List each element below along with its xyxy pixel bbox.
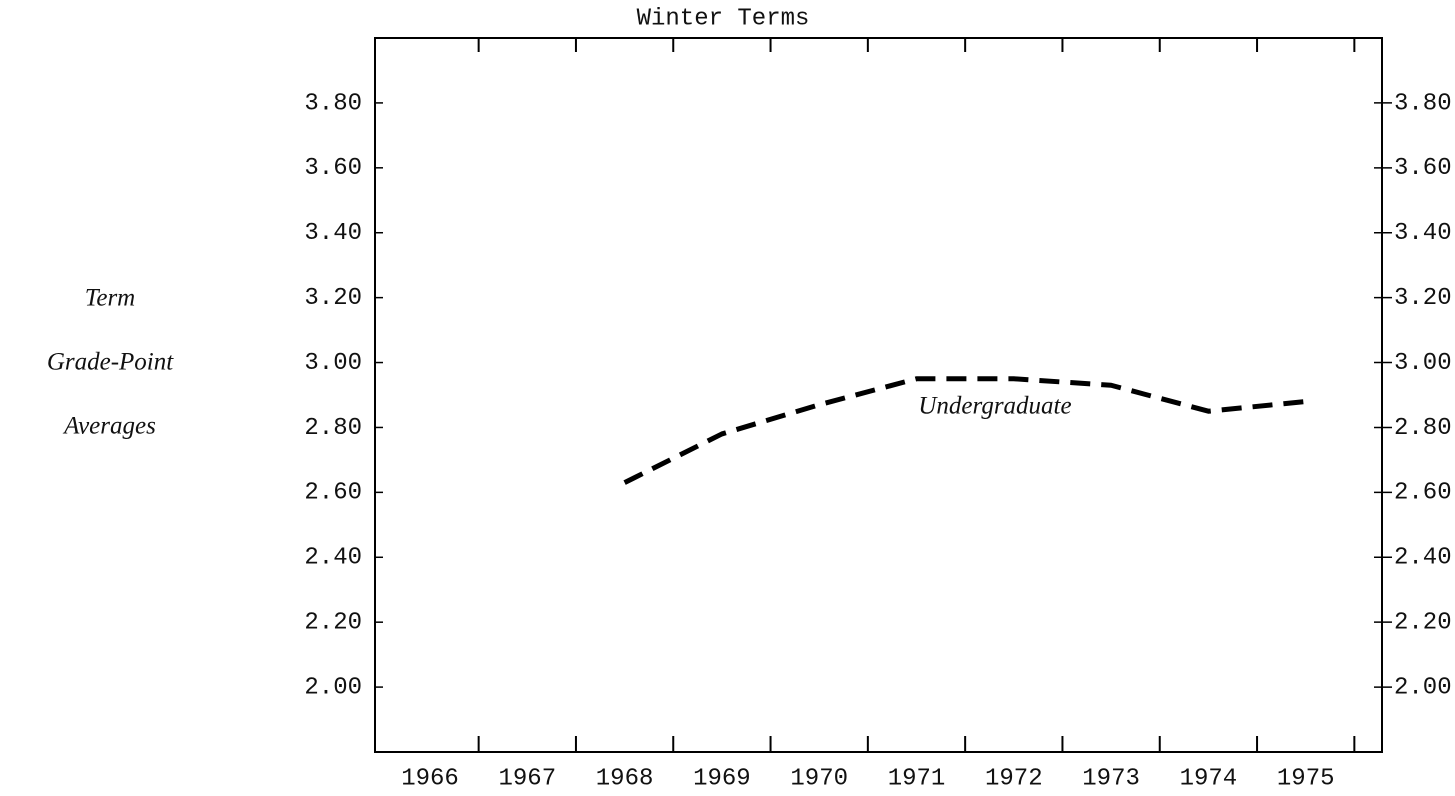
x-tick-label: 1975	[1277, 765, 1335, 792]
y-tick-label: 3.20	[304, 285, 362, 312]
data-line	[623, 376, 1306, 485]
y2-tick-label: 3.20	[1394, 285, 1452, 312]
x-tick-label: 1973	[1082, 765, 1140, 792]
y2-tick-label: 2.20	[1394, 610, 1452, 637]
y-axis-label: Grade-Point	[47, 349, 174, 376]
y-tick-label: 3.60	[304, 155, 362, 182]
x-tick-label: 1969	[693, 765, 751, 792]
x-tick-label: 1968	[596, 765, 654, 792]
x-tick-label: 1970	[790, 765, 848, 792]
y-tick-label: 3.80	[304, 90, 362, 117]
y-tick-label: 2.40	[304, 545, 362, 572]
x-tick-label: 1972	[985, 765, 1043, 792]
y2-tick-label: 2.00	[1394, 674, 1452, 701]
y-tick-label: 3.40	[304, 220, 362, 247]
y2-tick-label: 2.60	[1394, 480, 1452, 507]
y-tick-label: 2.20	[304, 610, 362, 637]
series-label: Undergraduate	[918, 393, 1071, 420]
y2-tick-label: 3.00	[1394, 350, 1452, 377]
chart-title: Winter Terms	[637, 5, 810, 32]
y2-tick-label: 2.40	[1394, 545, 1452, 572]
y-axis-label: Averages	[62, 413, 156, 440]
y2-tick-label: 2.80	[1394, 415, 1452, 442]
x-tick-label: 1967	[498, 765, 556, 792]
x-tick-label: 1971	[888, 765, 946, 792]
y-tick-label: 2.00	[304, 674, 362, 701]
y-tick-label: 3.00	[304, 350, 362, 377]
x-tick-label: 1966	[401, 765, 459, 792]
y-axis-label: Term	[85, 285, 136, 312]
y-tick-label: 2.80	[304, 415, 362, 442]
y2-tick-label: 3.40	[1394, 220, 1452, 247]
plot-frame	[374, 37, 1383, 753]
y2-tick-label: 3.60	[1394, 155, 1452, 182]
y2-tick-label: 3.80	[1394, 90, 1452, 117]
x-tick-label: 1974	[1180, 765, 1238, 792]
y-tick-label: 2.60	[304, 480, 362, 507]
